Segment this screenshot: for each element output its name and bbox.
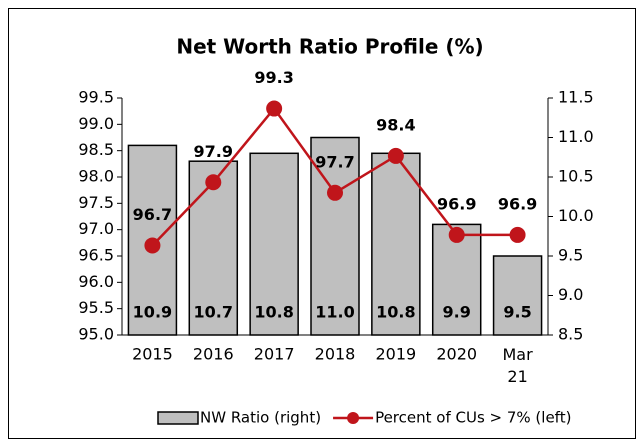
y-tick-label: 99.5	[78, 88, 114, 107]
legend-swatch	[157, 411, 199, 425]
legend-label: Percent of CUs > 7% (left)	[375, 409, 571, 427]
line-value-label: 96.9	[498, 194, 537, 213]
y2-tick-label: 10.5	[558, 167, 594, 186]
line-value-label: 96.9	[437, 194, 476, 213]
legend-label: NW Ratio (right)	[200, 409, 321, 427]
x-tick-label: 2018	[315, 345, 356, 364]
x-tick-label: Mar 21	[502, 345, 533, 386]
x-tick-label: 2015	[132, 345, 173, 364]
y-tick-label: 99.0	[78, 114, 114, 133]
x-tick-label: 2019	[375, 345, 416, 364]
y2-tick-label: 11.0	[558, 127, 594, 146]
x-tick-label: 2017	[254, 345, 295, 364]
line-marker	[448, 226, 465, 243]
chart-title: Net Worth Ratio Profile (%)	[176, 35, 483, 59]
bar-value-label: 10.9	[133, 303, 172, 322]
bar-value-label: 10.8	[254, 303, 293, 322]
line-value-label: 96.7	[133, 205, 172, 224]
bar-value-label: 10.7	[194, 303, 233, 322]
line-marker	[144, 237, 161, 254]
line-value-label: 97.9	[194, 142, 233, 161]
y2-tick-label: 9.0	[558, 285, 583, 304]
line-marker	[387, 147, 404, 164]
line-value-label: 97.7	[315, 152, 354, 171]
y-tick-label: 97.5	[78, 193, 114, 212]
line-marker	[205, 174, 222, 191]
y-tick-label: 95.5	[78, 298, 114, 317]
bar-value-label: 9.5	[503, 303, 531, 322]
bar	[492, 255, 543, 336]
y-tick-label: 98.0	[78, 167, 114, 186]
y2-tick-label: 11.5	[558, 88, 594, 107]
line-marker	[509, 226, 526, 243]
bar-value-label: 9.9	[443, 303, 471, 322]
legend-marker	[347, 412, 360, 424]
y-tick-label: 98.5	[78, 140, 114, 159]
bar-value-label: 10.8	[376, 303, 415, 322]
line-marker	[266, 100, 283, 117]
y2-tick-label: 10.0	[558, 206, 594, 225]
x-tick-label: 2020	[436, 345, 477, 364]
y-tick-label: 96.5	[78, 246, 114, 265]
line-marker	[327, 184, 343, 201]
y-tick-label: 95.0	[78, 325, 114, 344]
y2-tick-label: 8.5	[558, 325, 583, 344]
bar	[249, 152, 299, 336]
bar-value-label: 11.0	[315, 303, 354, 322]
line-value-label: 99.3	[254, 68, 293, 87]
y2-tick-label: 9.5	[558, 246, 583, 265]
bar	[371, 152, 421, 336]
x-tick-label: 2016	[193, 345, 234, 364]
y-tick-label: 96.0	[78, 272, 114, 291]
line-value-label: 98.4	[376, 115, 415, 134]
y-tick-label: 97.0	[78, 219, 114, 238]
